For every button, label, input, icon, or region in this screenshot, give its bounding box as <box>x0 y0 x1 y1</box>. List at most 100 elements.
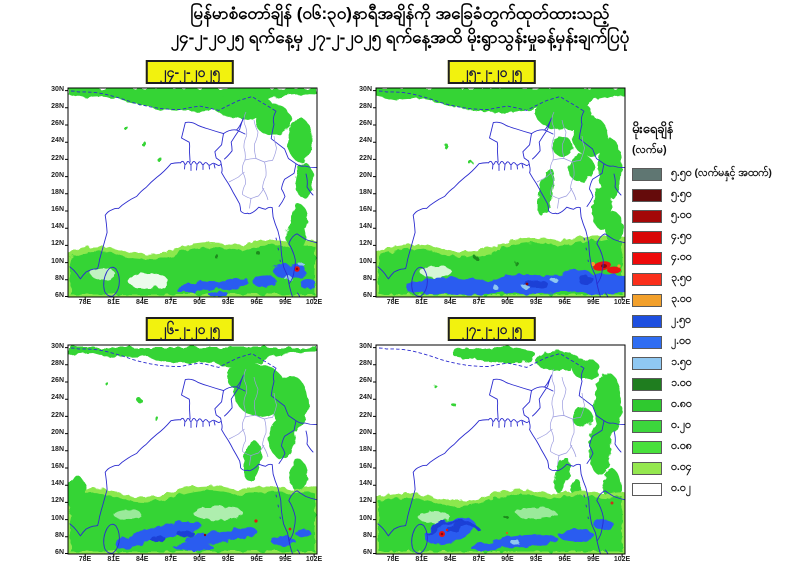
legend-color-swatch <box>632 231 662 244</box>
lat-tick-label: 28N <box>359 103 372 111</box>
legend-row: ၀.၀၂ <box>632 482 800 496</box>
legend-value-label: ၀.၀၈ <box>671 440 692 452</box>
page-title-line1: မြန်မာစံတော်ချိန် (၀၆:၃၀)နာရီအချိန်ကို အ… <box>190 4 610 23</box>
legend-row: ၀.၈၀ <box>632 398 800 412</box>
legend-color-swatch <box>632 420 662 433</box>
lat-axis-labels: 30N 28N 26N 24N 22N 20N 18N 16N 14N 12N 10N 8N 6N <box>41 86 64 300</box>
rain-shading-blue <box>425 517 614 551</box>
lat-tick-label: 22N <box>359 154 372 162</box>
legend-row: ၁.၅၀ <box>632 356 800 370</box>
legend-row: ၄.၅၀ <box>632 230 800 244</box>
legend-row: ၁.၀၀ <box>632 377 800 391</box>
lat-axis-labels: 30N 28N 26N 24N 22N 20N 18N 16N 14N 12N 10N 8N 6N <box>349 86 372 300</box>
lat-tick-label: 30N <box>51 86 64 93</box>
lon-tick-label: 96E <box>558 299 571 306</box>
lon-tick-label: 87E <box>164 299 178 306</box>
page-title: မြန်မာစံတော်ချိန် (၀၆:၃၀)နာရီအချိန်ကို အ… <box>0 2 800 50</box>
legend-value-label: ၃.၀၀ <box>671 293 692 305</box>
legend-value-label: ၅.၅၀ <box>671 188 692 200</box>
legend-color-swatch <box>632 336 662 349</box>
lat-tick-label: 18N <box>51 188 64 196</box>
map-panel-2: ၂၅-၂-၂၀၂၅ 30N 28N 26N 24N 22N 20N 18N 16N 14N 12N… <box>359 60 630 306</box>
lon-tick-label: 93E <box>529 299 543 306</box>
lat-tick-label: 10N <box>359 257 372 265</box>
panel-4-date-label: ၂၇-၂-၂၀၂၅ <box>447 317 537 341</box>
legend-color-swatch <box>632 294 662 307</box>
legend-row: ၃.၀၀ <box>632 293 800 307</box>
lon-tick-label: 78E <box>78 299 92 306</box>
lon-tick-label: 90E <box>501 299 514 306</box>
lat-tick-label: 18N <box>51 445 64 453</box>
lon-tick-label: 99E <box>279 299 292 306</box>
legend-value-label: ၃.၅၀ <box>671 272 692 284</box>
rain-shading-green <box>376 88 625 297</box>
lat-tick-label: 10N <box>359 514 372 522</box>
lon-tick-label: 96E <box>250 299 263 306</box>
legend-row: ၃.၅၀ <box>632 272 800 286</box>
legend-color-swatch <box>632 441 662 454</box>
lat-tick-label: 12N <box>51 240 64 248</box>
lat-tick-label: 10N <box>51 257 64 265</box>
legend-value-label: ၂.၀၀ <box>671 335 691 347</box>
lat-axis-labels: 30N 28N 26N 24N 22N 20N 18N 16N 14N 12N 10N 8N 6N <box>41 343 64 557</box>
rain-shading-heavy <box>294 266 300 272</box>
lat-tick-label: 8N <box>363 531 372 539</box>
map-panel-1: ၂၄-၂-၂၀၂၅ 30N 28N 26N 24N 22N 20N 18N 16N 14N 12N… <box>51 60 322 306</box>
legend-value-label: ၂.၅၀ <box>671 314 691 326</box>
lon-tick-label: 99E <box>587 299 600 306</box>
lat-tick-label: 22N <box>51 154 64 162</box>
lon-axis-labels: 78E 81E 84E 87E 90E 93E 96E 99E 102E <box>381 299 634 306</box>
legend-row: ၂.၅၀ <box>632 314 800 328</box>
rain-shading-heavy <box>203 519 292 537</box>
lat-tick-label: 20N <box>51 171 64 179</box>
lat-tick-label: 6N <box>363 291 372 299</box>
rainfall-legend: မိုးရေချိန် (လက်မ) ၅.၅၀ (လက်မနှင့် အထက်)… <box>632 121 800 504</box>
rainfall-map-1 <box>64 87 318 301</box>
legend-row: ၀.၀၄ <box>632 461 800 475</box>
lat-tick-label: 8N <box>55 531 64 539</box>
lat-tick-label: 30N <box>359 343 372 350</box>
legend-color-swatch <box>632 189 662 202</box>
lat-tick-label: 24N <box>51 394 64 402</box>
lat-tick-label: 16N <box>51 463 64 471</box>
rainfall-map-4 <box>372 344 626 558</box>
lat-tick-label: 28N <box>51 103 64 111</box>
legend-color-swatch <box>632 168 662 181</box>
legend-row: ၅.၅၀ <box>632 188 800 202</box>
lat-tick-label: 30N <box>51 343 64 350</box>
legend-color-swatch <box>632 378 662 391</box>
legend-value-label: ၁.၅၀ <box>671 356 692 368</box>
lat-tick-label: 20N <box>359 171 372 179</box>
lat-tick-label: 18N <box>359 188 372 196</box>
legend-value-label: ၅.၀၀ <box>671 209 692 221</box>
rainfall-map-3 <box>64 344 318 558</box>
legend-row: ၅.၀၀ <box>632 209 800 223</box>
lat-tick-label: 24N <box>359 137 372 145</box>
legend-row: ၂.၀၀ <box>632 335 800 349</box>
lat-tick-label: 28N <box>359 360 372 368</box>
lat-axis-labels: 30N 28N 26N 24N 22N 20N 18N 16N 14N 12N 10N 8N 6N <box>349 343 372 557</box>
legend-color-swatch <box>632 210 662 223</box>
legend-row: ၅.၅၀ (လက်မနှင့် အထက်) <box>632 167 800 181</box>
legend-color-swatch <box>632 273 662 286</box>
rain-shading-green <box>376 347 625 554</box>
lat-tick-label: 28N <box>51 360 64 368</box>
lat-tick-label: 20N <box>359 428 372 436</box>
lat-tick-label: 14N <box>359 480 372 488</box>
legend-value-label: ၁.၀၀ <box>671 377 692 389</box>
legend-items: ၅.၅၀ (လက်မနှင့် အထက်) ၅.၅၀ ၅.၀၀ ၄.၅၀ ၄.၀… <box>632 167 800 496</box>
legend-row: ၀.၂၀ <box>632 419 800 433</box>
lat-tick-label: 22N <box>51 411 64 419</box>
legend-title: မိုးရေချိန် <box>632 121 674 136</box>
lat-tick-label: 18N <box>359 445 372 453</box>
legend-color-swatch <box>632 357 662 370</box>
lat-tick-label: 16N <box>359 206 372 214</box>
legend-row: ၀.၀၈ <box>632 440 800 454</box>
lat-tick-label: 26N <box>359 377 372 385</box>
legend-value-label: ၀.၀၂ <box>671 482 691 494</box>
legend-unit: (လက်မ) <box>632 144 667 156</box>
legend-value-label: ၀.၂၀ <box>671 419 691 431</box>
lat-tick-label: 16N <box>51 206 64 214</box>
lon-tick-label: 81E <box>415 299 428 306</box>
